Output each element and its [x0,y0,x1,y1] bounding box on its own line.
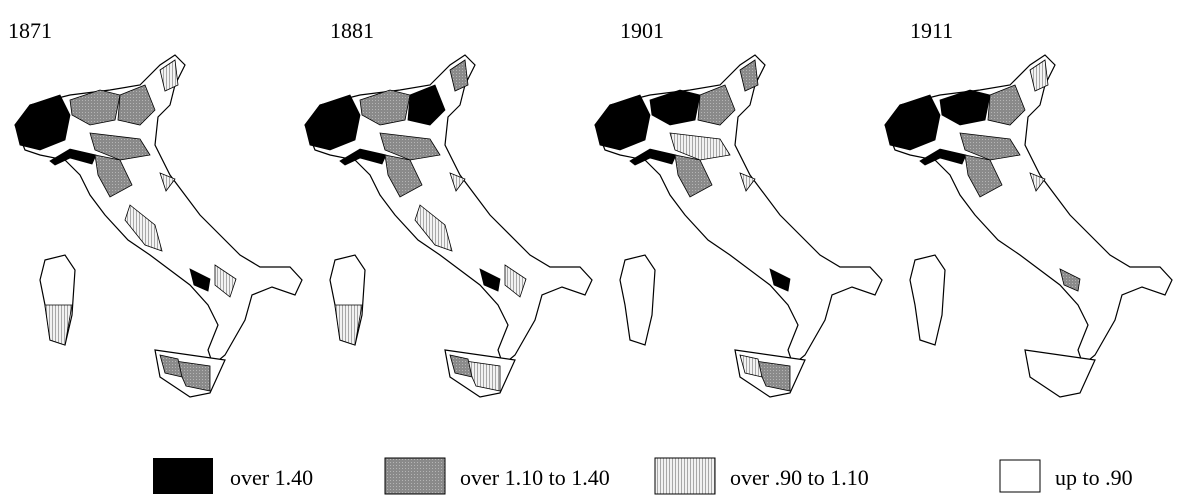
map [594,54,883,398]
legend-swatch [153,458,213,494]
panel-title: 1881 [330,18,374,43]
legend-label: over 1.40 [230,465,313,490]
legend: over 1.40 over 1.10 to 1.40 over .90 to … [153,457,1133,495]
panel-1911: 1911 [884,18,1173,398]
legend-label: over 1.10 to 1.40 [460,465,610,490]
map [884,54,1173,398]
panel-title: 1901 [620,18,664,43]
panel-1881: 1881 [304,18,593,398]
panel-title: 1871 [8,18,52,43]
panel-title: 1911 [910,18,953,43]
map [304,54,593,398]
panel-1871: 1871 [8,18,303,398]
legend-swatch [384,457,446,495]
panel-1901: 1901 [594,18,883,398]
legend-label: over .90 to 1.10 [730,465,869,490]
legend-swatch [654,457,716,495]
legend-label: up to .90 [1055,465,1133,490]
map [14,54,303,398]
legend-swatch [999,459,1041,493]
